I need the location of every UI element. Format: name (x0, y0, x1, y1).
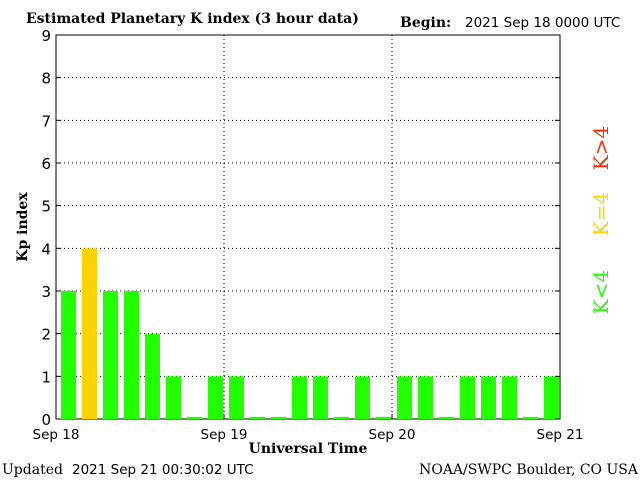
kp-bar (271, 416, 286, 419)
kp-bar (229, 376, 244, 419)
y-tick-label: 6 (41, 155, 51, 173)
kp-bar (481, 376, 496, 419)
updated-value: 2021 Sep 21 00:30:02 UTC (72, 462, 254, 478)
y-tick-label: 5 (41, 198, 51, 216)
plot-area: 0 1 2 3 4 5 6 7 8 9 Sep 18 Sep 19 Sep 20 Sep 21 (33, 27, 584, 443)
kp-bar (397, 376, 412, 419)
x-tick-label: Sep 18 (33, 427, 80, 443)
x-tick-label: Sep 19 (201, 427, 248, 443)
y-tick-label: 0 (41, 411, 51, 429)
kp-bar (418, 376, 433, 419)
kp-bar (145, 333, 160, 419)
x-axis-ticks: Sep 18 Sep 19 Sep 20 Sep 21 (33, 414, 584, 443)
kp-bar (61, 291, 76, 419)
y-tick-label: 8 (41, 70, 51, 88)
source-credit: NOAA/SWPC Boulder, CO USA (419, 462, 639, 478)
y-tick-label: 4 (41, 240, 51, 258)
legend-k-gt-4: K>4 (589, 126, 613, 170)
kp-bar (82, 248, 97, 419)
kp-bar (208, 376, 223, 419)
begin-value: 2021 Sep 18 0000 UTC (465, 15, 620, 31)
kp-bar (355, 376, 370, 419)
begin-label: Begin: (400, 15, 451, 31)
x-tick-label: Sep 20 (369, 427, 416, 443)
y-axis-ticks: 0 1 2 3 4 5 6 7 8 9 (41, 27, 560, 429)
kp-bar (292, 376, 307, 419)
chart-title: Estimated Planetary K index (3 hour data… (26, 11, 359, 27)
updated-label: Updated (2, 462, 63, 478)
legend-k-eq-4: K=4 (589, 192, 613, 236)
kp-bar (103, 291, 118, 419)
x-tick-label: Sep 21 (537, 427, 584, 443)
bars-group (61, 248, 559, 419)
kp-bar (250, 416, 265, 419)
kp-bar (187, 416, 202, 419)
kp-bar (544, 376, 559, 419)
kp-bar (124, 291, 139, 419)
kp-bar (523, 416, 538, 419)
y-tick-label: 3 (41, 283, 51, 301)
kp-bar (334, 416, 349, 419)
legend-k-lt-4: K<4 (589, 270, 613, 314)
grid-lines (56, 35, 560, 419)
y-tick-label: 1 (41, 368, 51, 386)
y-tick-label: 7 (41, 112, 51, 130)
kp-bar (439, 416, 454, 419)
kp-bar (376, 416, 391, 419)
kp-bar (502, 376, 517, 419)
plot-frame (55, 34, 561, 420)
kp-bar (313, 376, 328, 419)
kp-bar (460, 376, 475, 419)
kp-bar (166, 376, 181, 419)
y-axis-title: Kp index (15, 192, 31, 262)
x-axis-title: Universal Time (249, 441, 368, 457)
y-tick-label: 9 (41, 27, 51, 45)
y-tick-label: 2 (41, 326, 51, 344)
